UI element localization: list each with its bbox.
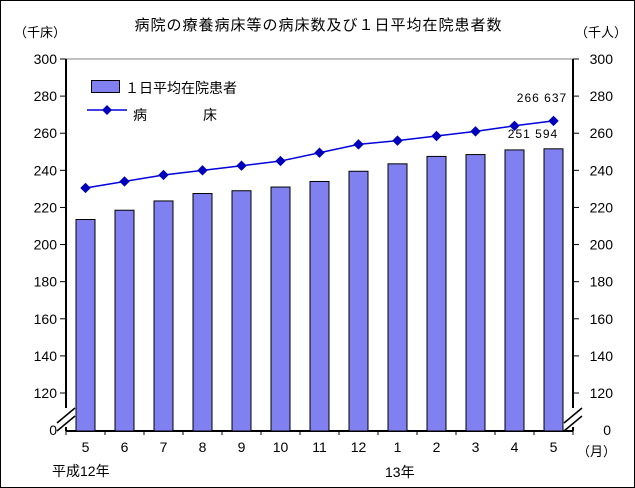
y-origin-label-left: 0 — [49, 422, 57, 438]
legend-diamond-marker-icon — [102, 105, 112, 115]
beds-line-marker — [353, 139, 364, 150]
x-tick-label-month: 11 — [312, 439, 327, 455]
beds-line-marker — [509, 120, 520, 132]
x-tick-label-month: 9 — [238, 439, 246, 455]
right-axis-unit-label: （千人） — [575, 25, 628, 40]
bar-last-value-label: 251 594 — [507, 127, 559, 141]
bar — [309, 180, 330, 432]
x-tick-label-month: 5 — [82, 439, 90, 455]
y-tick-label-left: 200 — [34, 237, 58, 253]
page-title: 病院の療養病床等の病床数及び１日平均在院患者数 — [134, 17, 503, 34]
bar — [153, 200, 174, 432]
y-tick-label-right: 240 — [590, 162, 614, 178]
bar — [348, 170, 369, 432]
beds-line-marker — [548, 115, 559, 127]
x-axis-era-label-heisei12: 平成12年 — [52, 463, 110, 479]
y-tick-label-right: 220 — [590, 199, 614, 215]
x-axis-era-label-13: 13年 — [385, 464, 415, 480]
axis-break-gap — [569, 408, 577, 427]
bar — [504, 149, 525, 432]
x-tick-label-month: 2 — [433, 439, 441, 455]
y-origin-label-right: 0 — [603, 422, 611, 438]
y-tick-label-right: 120 — [590, 385, 614, 401]
y-tick-label-left: 220 — [34, 199, 58, 215]
beds-line-marker — [80, 182, 91, 194]
beds-line-marker — [119, 176, 130, 187]
y-tick-label-right: 140 — [590, 348, 614, 364]
axis-break-slash — [563, 415, 583, 432]
x-tick-label-month: 8 — [199, 439, 207, 455]
y-tick-label-left: 260 — [34, 125, 58, 141]
x-tick-label-month: 4 — [511, 439, 519, 455]
x-tick-label-month: 12 — [351, 439, 367, 455]
beds-line-marker — [314, 147, 325, 158]
axis-break-slash — [56, 407, 76, 424]
axis-break-slash — [563, 407, 583, 424]
x-tick-label-month: 6 — [121, 439, 129, 455]
legend-line-swatch-icon — [87, 105, 127, 115]
y-tick-label-left: 140 — [34, 348, 58, 364]
beds-line-marker — [275, 155, 286, 167]
beds-line-marker — [392, 135, 403, 146]
x-tick-label-month: 7 — [160, 439, 168, 455]
y-tick-label-right: 160 — [590, 311, 614, 327]
x-tick-label-month: 10 — [273, 439, 289, 455]
bar — [543, 148, 564, 432]
legend-bar-label: １日平均在院患者 — [125, 80, 237, 96]
y-tick-label-right: 260 — [590, 125, 614, 141]
axis-break-gap — [62, 408, 70, 427]
legend-line-label: 病 床 — [133, 107, 217, 123]
bar — [270, 186, 291, 432]
beds-line-marker — [197, 165, 208, 176]
y-tick-label-left: 240 — [34, 162, 58, 178]
axis-break-slash — [56, 415, 76, 432]
y-tick-label-right: 300 — [590, 51, 614, 67]
legend-bar-swatch-icon — [91, 80, 120, 93]
left-axis-unit-label: （千床） — [14, 25, 67, 40]
y-tick-label-right: 200 — [590, 237, 614, 253]
y-tick-label-left: 280 — [34, 88, 58, 104]
bar — [387, 163, 408, 432]
bar — [114, 209, 135, 432]
x-tick-label-month: 5 — [550, 439, 558, 455]
beds-line-marker — [470, 126, 481, 137]
bar — [465, 154, 486, 432]
bar — [231, 190, 252, 432]
beds-line-marker — [158, 169, 169, 181]
beds-line-marker — [236, 160, 247, 171]
x-tick-label-month: 1 — [394, 439, 402, 455]
y-tick-label-right: 180 — [590, 274, 614, 290]
bar — [75, 219, 96, 432]
y-tick-label-left: 180 — [34, 274, 58, 290]
y-tick-label-left: 300 — [34, 51, 58, 67]
bar — [426, 155, 447, 432]
y-tick-label-left: 160 — [34, 311, 58, 327]
line-last-value-label: 266 637 — [516, 91, 568, 105]
bar — [192, 193, 213, 432]
y-tick-label-right: 280 — [590, 88, 614, 104]
y-tick-label-left: 120 — [34, 385, 58, 401]
x-axis-month-unit-label: （月） — [577, 444, 617, 459]
beds-line-marker — [431, 130, 442, 142]
x-tick-label-month: 3 — [472, 439, 480, 455]
